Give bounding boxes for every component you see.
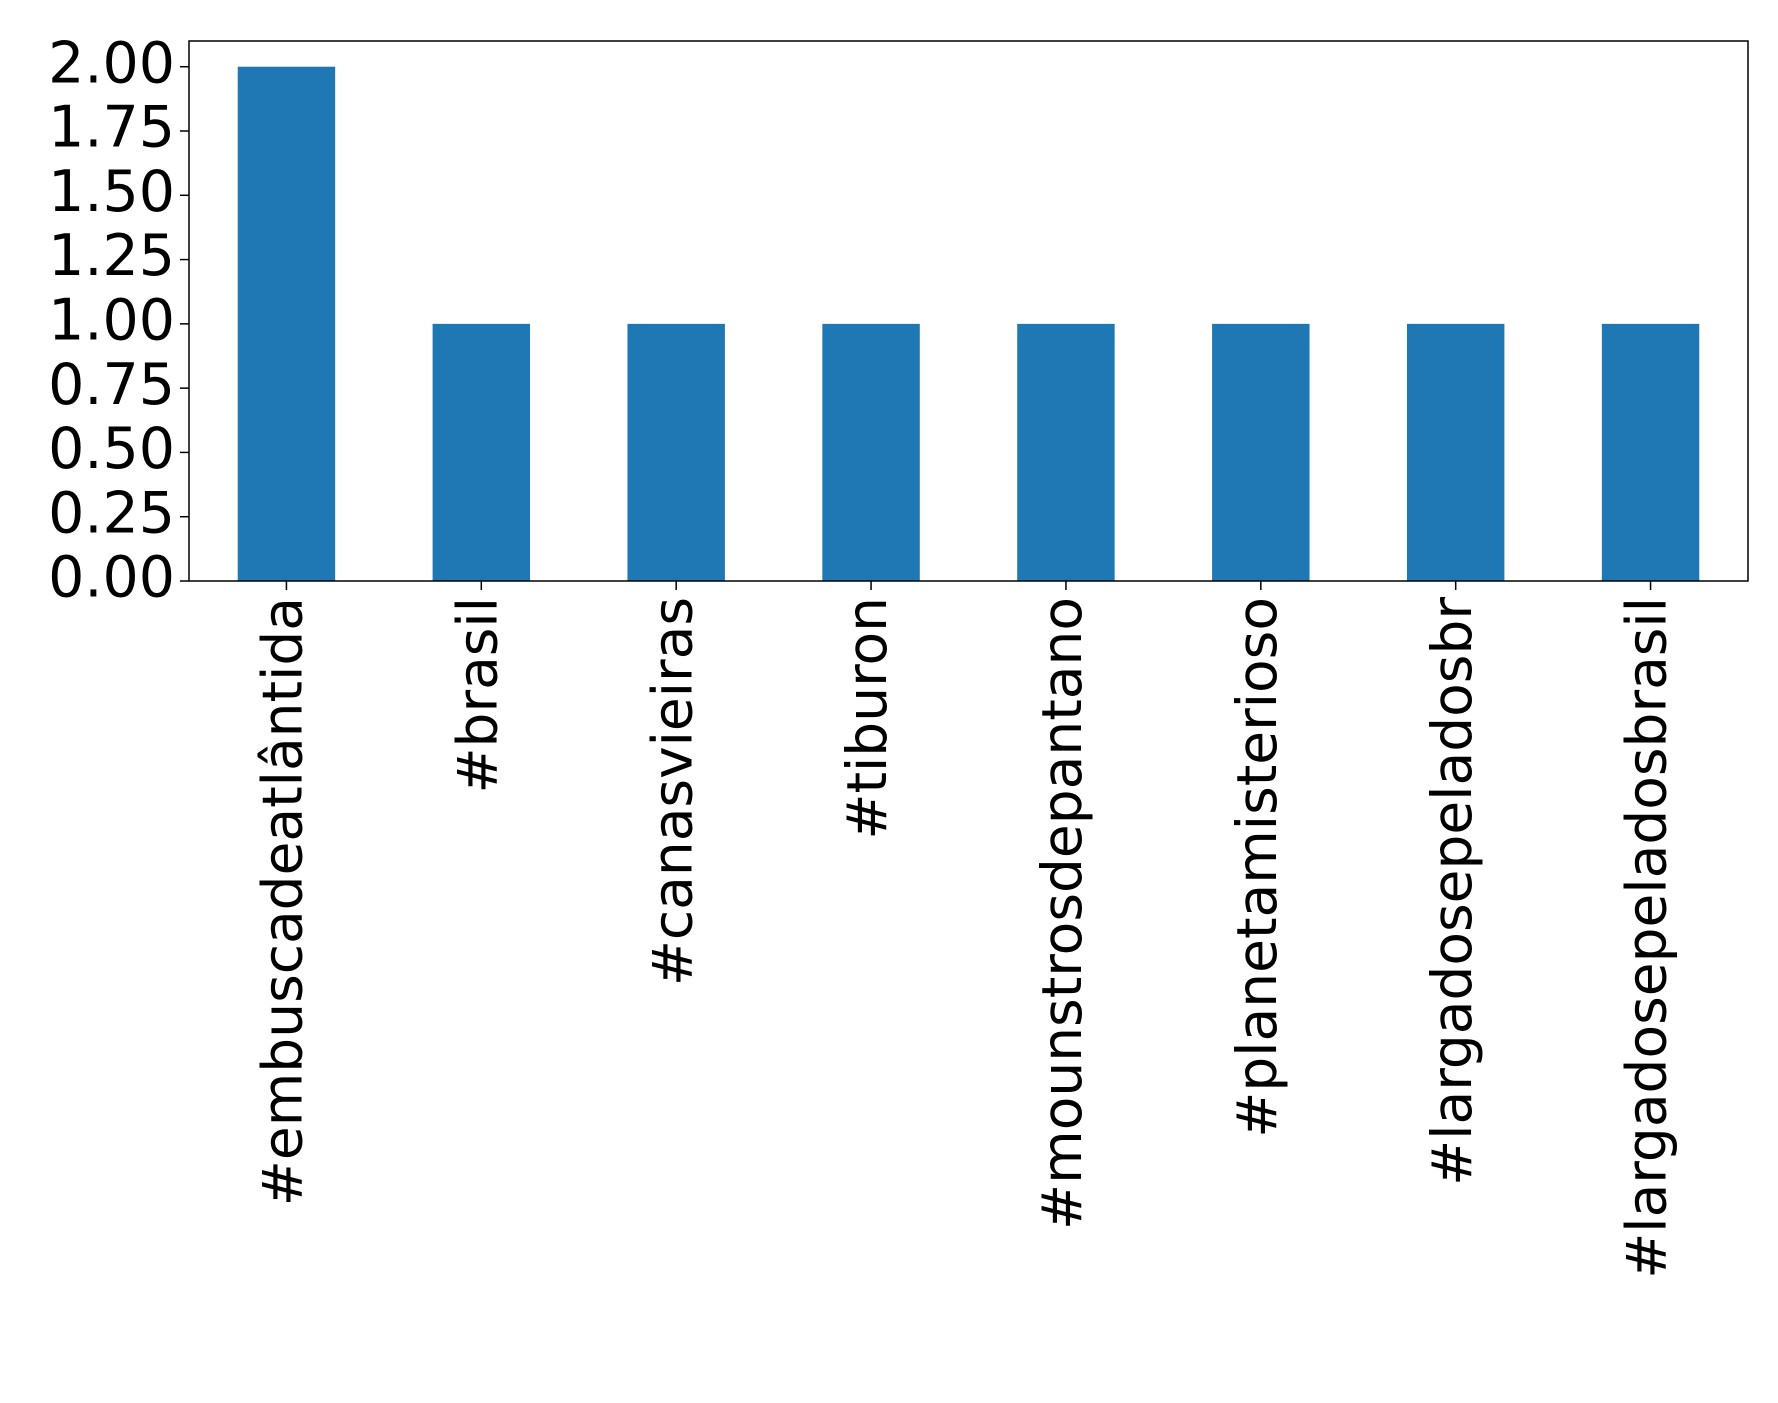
y-tick-label: 0.50 [48, 416, 175, 482]
x-tick-label: #canasvieiras [640, 597, 704, 986]
bar [432, 323, 531, 581]
x-tick-label: #brasil [445, 597, 509, 794]
bar [627, 323, 725, 581]
bar [237, 66, 336, 581]
y-tick-label: 1.00 [48, 287, 175, 353]
y-tick-label: 2.00 [48, 30, 175, 96]
x-tick-label: #mounstrosdepantano [1030, 597, 1094, 1230]
x-tick-label: #planetamisterioso [1225, 597, 1289, 1138]
y-tick-label: 1.50 [48, 159, 175, 225]
x-tick-label: #tiburon [835, 597, 899, 840]
bar [1017, 323, 1115, 581]
x-tick-label: #largadosepeladosbr [1420, 597, 1484, 1186]
y-tick-label: 0.25 [48, 480, 175, 546]
y-tick-label: 0.00 [48, 545, 175, 611]
bar [1212, 323, 1310, 581]
x-tick-label: #embuscadeatlântida [251, 597, 315, 1206]
plot-frame [188, 40, 1749, 582]
y-tick-label: 1.25 [48, 223, 175, 289]
bar [822, 323, 920, 581]
y-tick-label: 1.75 [48, 95, 175, 161]
x-tick-label: #largadosepeladosbrasil [1615, 597, 1679, 1279]
bar [1601, 323, 1700, 581]
bar [1406, 323, 1505, 581]
y-tick-label: 0.75 [48, 352, 175, 418]
